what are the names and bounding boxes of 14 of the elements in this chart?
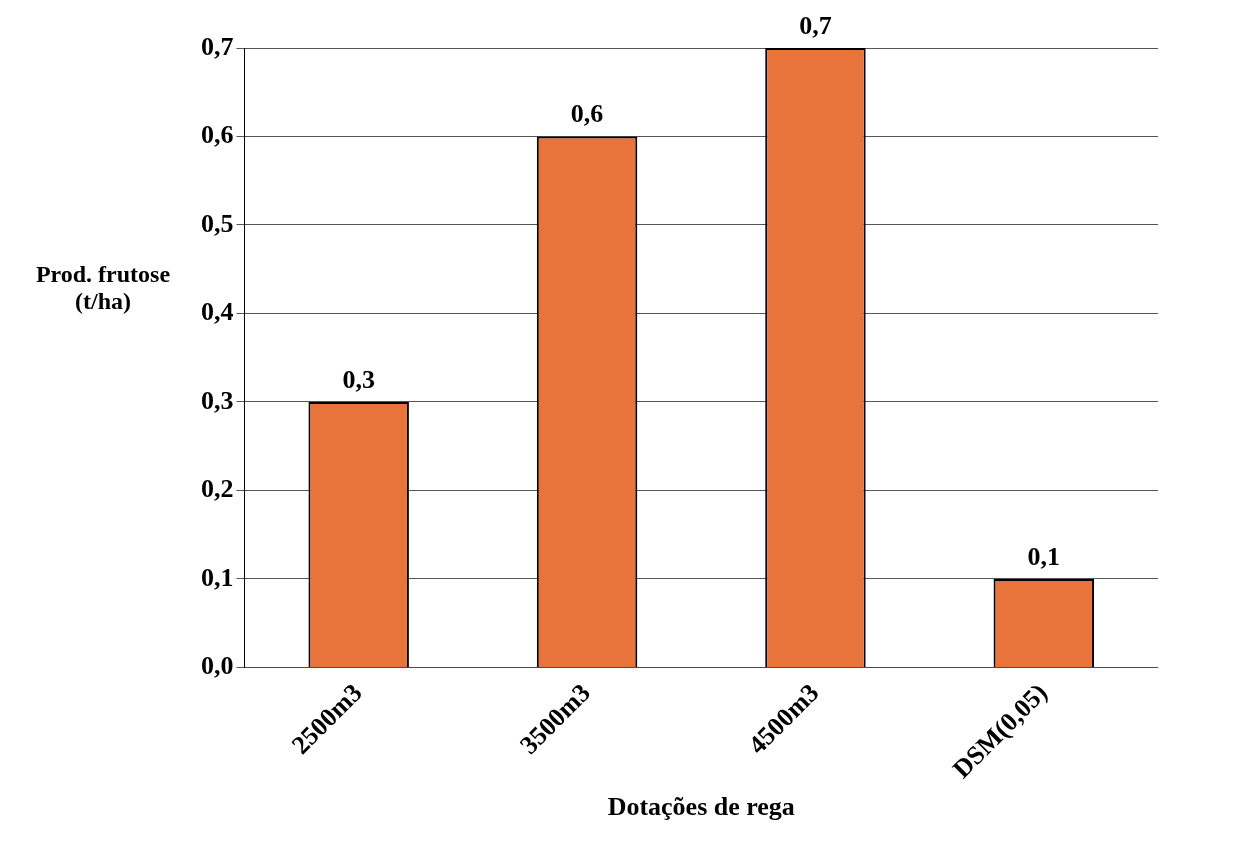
data-label: 0,1 — [1027, 541, 1061, 571]
y-tick-label: 0,5 — [201, 208, 234, 238]
y-tick-label: 0,2 — [201, 474, 234, 504]
y-tick-label: 0,1 — [201, 562, 234, 592]
y-tick-label: 0,4 — [201, 297, 234, 327]
data-label: 0,6 — [570, 99, 604, 129]
x-axis-title: Dotações de rega — [607, 792, 795, 822]
y-axis-title: Prod. frutose (t/ha) — [35, 261, 171, 314]
data-label: 0,7 — [799, 10, 832, 40]
y-tick-label: 0,6 — [201, 120, 234, 150]
y-tick-label: 0,3 — [201, 385, 234, 415]
y-tick-label: 0,7 — [201, 31, 234, 61]
data-label: 0,3 — [342, 364, 375, 394]
y-tick-label: 0,0 — [201, 651, 234, 681]
